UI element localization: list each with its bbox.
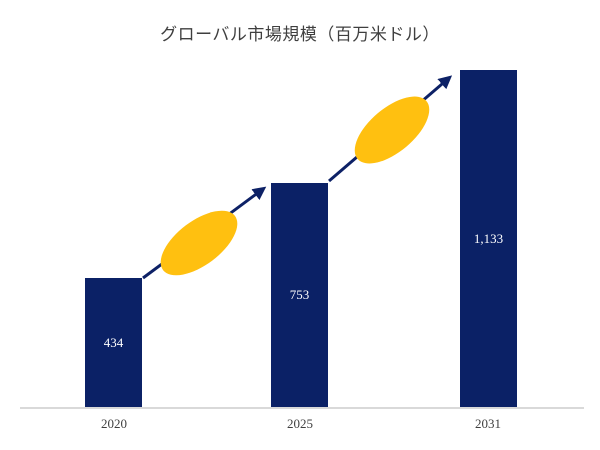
bar-value-label-2025: 753 xyxy=(289,287,310,302)
growth-arrow-2025-2031 xyxy=(328,75,453,183)
x-axis-line xyxy=(20,407,584,409)
growth-ellipse-2 xyxy=(354,96,430,164)
bar-2025: 753 xyxy=(271,183,328,407)
x-tick-2020: 2020 xyxy=(101,416,127,431)
chart-title: グローバル市場規模（百万米ドル） xyxy=(160,25,440,44)
bar-value-label-2020: 434 xyxy=(103,334,124,350)
x-tick-2025: 2025 xyxy=(287,416,313,431)
bar-2020: 434 xyxy=(85,278,142,407)
bar-2031: 1,133 xyxy=(460,70,517,407)
bar-value-label-2031: 1,133 xyxy=(473,230,504,246)
growth-ellipse-1 xyxy=(160,210,238,276)
x-tick-2031: 2031 xyxy=(475,416,501,431)
growth-arrow-2020-2025 xyxy=(142,186,267,280)
